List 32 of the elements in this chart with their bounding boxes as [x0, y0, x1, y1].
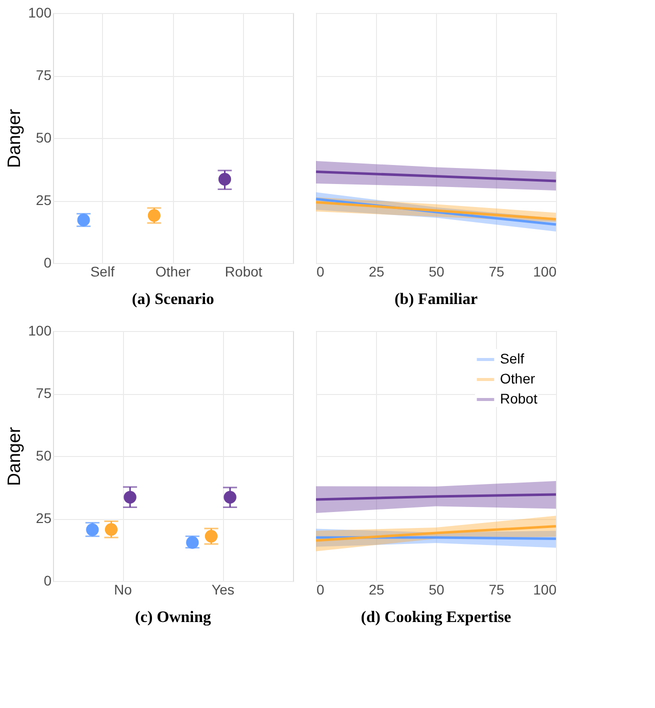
text: (d) Cooking Expertise	[360, 609, 512, 626]
x-tick-label: 0	[316, 264, 324, 280]
legend-label: Self	[500, 350, 524, 366]
x-tick-label: Robot	[224, 264, 262, 280]
x-tick-label: 50	[428, 264, 444, 280]
y-axis-title: Danger	[4, 108, 24, 168]
x-tick-label: 100	[533, 582, 557, 598]
y-tick-label: 100	[28, 4, 52, 20]
y-tick-label: 75	[36, 385, 52, 401]
x-tick-label: 50	[428, 582, 444, 598]
y-tick-label: 100	[28, 322, 52, 338]
y-tick-label: 25	[36, 510, 52, 526]
x-tick-label: Other	[155, 264, 191, 280]
x-tick-label: 0	[316, 582, 324, 598]
x-tick-label: No	[114, 582, 132, 598]
text: (c) Owning	[135, 609, 211, 626]
y-tick-label: 50	[36, 448, 52, 464]
y-tick-label: 50	[36, 130, 52, 146]
x-tick-label: 75	[488, 264, 504, 280]
y-axis-title: Danger	[4, 426, 24, 486]
x-tick-label: 100	[533, 264, 557, 280]
x-tick-label: 25	[368, 264, 384, 280]
y-tick-label: 75	[36, 67, 52, 83]
text: (a) Scenario	[132, 291, 214, 308]
legend-label: Other	[500, 370, 536, 386]
x-tick-label: Yes	[212, 582, 234, 598]
x-tick-label: Self	[90, 264, 115, 280]
legend-label: Robot	[500, 390, 538, 406]
x-tick-label: 75	[488, 582, 504, 598]
text: (b) Familiar	[394, 291, 478, 308]
x-tick-label: 25	[368, 582, 384, 598]
y-tick-label: 25	[36, 192, 52, 208]
